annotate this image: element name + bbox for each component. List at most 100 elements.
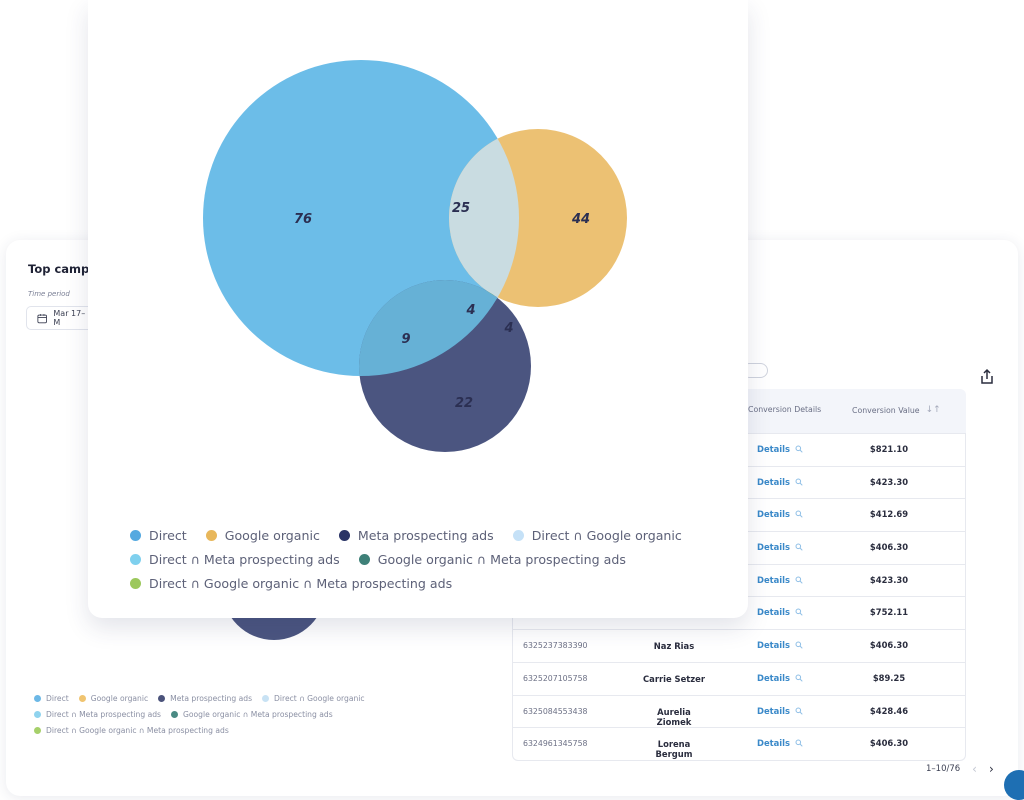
background-legend-item[interactable]: Google organic [78,694,149,703]
details-link-label: Details [757,705,791,716]
legend-label: Direct ∩ Google organic [531,528,682,543]
pagination: 1–10/76 ‹ › [926,762,994,776]
conversion-id: 6325084553438 [523,706,588,716]
conversion-value: $423.30 [869,574,909,585]
background-legend-row: Direct ∩ Google organic ∩ Meta prospecti… [34,726,414,735]
count-direct-meta: 9 [401,332,410,347]
customer-name: Aurelia Ziomek [656,706,692,727]
legend-label: Meta prospecting ads [170,694,253,703]
magnifier-icon [795,543,803,551]
details-link[interactable]: Details [757,673,803,683]
legend-label: Direct ∩ Meta prospecting ads [46,710,161,719]
legend-swatch [338,530,350,541]
venn-legend-item[interactable]: Google organic [205,528,320,543]
conversion-value: $412.69 [869,509,909,520]
conversion-value: $406.30 [869,542,909,553]
legend-swatch [34,695,41,702]
background-legend-item[interactable]: Direct ∩ Google organic [262,694,365,703]
next-page-icon[interactable]: › [988,762,994,776]
magnifier-icon [795,707,803,715]
venn-legend-row: Direct ∩ Meta prospecting ads Google orga… [130,552,682,567]
date-range-picker[interactable]: Mar 17–M [26,306,90,330]
legend-swatch [158,695,166,702]
details-link-label: Details [757,444,791,454]
legend-swatch [358,554,370,565]
background-legend-item[interactable]: Meta prospecting ads [158,694,252,703]
conversion-id: 6325237383390 [523,641,588,651]
background-venn-legend: Direct Google organic Meta prospecting ads… [34,694,414,742]
table-row: 6325207105758 Carrie Setzer $89.25 Details [513,661,965,695]
background-legend-item[interactable]: Direct ∩ Google organic ∩ Meta prospecti… [34,726,229,735]
legend-label: Direct ∩ Google organic ∩ Meta prospecti… [149,576,453,591]
background-legend-item[interactable]: Direct ∩ Meta prospecting ads [34,710,161,719]
venn-legend-item[interactable]: Direct ∩ Meta prospecting ads [130,552,340,567]
details-link-label: Details [757,672,791,683]
details-link[interactable]: Details [757,477,803,487]
details-link[interactable]: Details [757,542,803,552]
venn-legend: Direct Google organic Meta prospecting ads… [130,528,682,600]
chat-support-button[interactable] [1004,770,1024,800]
legend-swatch [78,695,86,702]
date-range-value: Mar 17–M [53,309,86,327]
header-conversion-details: Conversion Details [748,405,822,414]
export-icon[interactable] [978,368,996,386]
time-period-label: Time period [28,290,70,298]
legend-label: Google organic ∩ Meta prospecting ads [377,552,626,567]
magnifier-icon [795,510,803,519]
details-link[interactable]: Details [757,509,803,519]
details-link[interactable]: Details [757,607,803,617]
count-all: 4 [465,303,475,318]
legend-swatch [130,578,141,589]
conversion-value: $406.30 [869,640,909,651]
sort-icon[interactable]: ↓↑ [925,405,941,415]
details-link[interactable]: Details [757,706,803,716]
venn-direct-google [449,129,519,307]
details-link-label: Details [757,640,791,651]
prev-page-icon[interactable]: ‹ [972,762,977,776]
details-link-label: Details [757,574,791,585]
count-direct: 76 [294,212,312,227]
count-google-meta: 4 [503,321,513,336]
legend-swatch [34,727,41,734]
legend-label: Direct ∩ Google organic ∩ Meta prospecti… [46,726,229,735]
calendar-icon [37,313,47,323]
details-link[interactable]: Details [757,640,803,650]
legend-label: Direct [46,694,69,703]
legend-swatch [171,711,178,718]
venn-legend-item[interactable]: Direct ∩ Google organic ∩ Meta prospecti… [130,576,452,591]
venn-diagram: 76 25 44 4 4 9 22 [203,60,627,452]
legend-label: Direct [149,528,187,543]
details-link-label: Details [757,607,791,618]
magnifier-icon [795,445,803,453]
customer-name: Naz Rias [653,641,695,652]
venn-legend-item[interactable]: Direct [130,528,187,543]
venn-popup-card: 76 25 44 4 4 9 22 Direct Google organic Me… [88,0,748,618]
legend-swatch [205,530,217,541]
conversion-value: $821.10 [869,444,909,454]
background-legend-row: Direct ∩ Meta prospecting ads Google orga… [34,710,414,719]
details-link-label: Details [757,542,791,553]
count-meta: 22 [455,396,473,411]
card-title: Top campa [28,262,98,276]
table-row: 6324961345758 Lorena Bergum $406.30 Details [513,727,965,760]
venn-legend-item[interactable]: Meta prospecting ads [338,528,494,543]
legend-swatch [34,711,41,718]
header-conversion-value[interactable]: Conversion Value ↓↑ [852,405,941,415]
details-link[interactable]: Details [757,444,803,454]
conversion-value: $89.25 [872,672,906,683]
count-direct-google: 25 [452,201,470,216]
table-row: 6325084553438 Aurelia Ziomek $428.46 Detail… [513,694,965,728]
background-legend-row: Direct Google organic Meta prospecting ads… [34,694,414,703]
magnifier-icon [795,478,803,486]
legend-label: Google organic [90,694,149,703]
legend-label: Google organic [224,528,320,543]
conversion-value: $423.30 [869,476,909,487]
venn-legend-item[interactable]: Direct ∩ Google organic [512,528,682,543]
details-link[interactable]: Details [757,575,803,585]
background-legend-item[interactable]: Direct [34,694,69,703]
venn-legend-item[interactable]: Google organic ∩ Meta prospecting ads [358,552,626,567]
background-legend-item[interactable]: Google organic ∩ Meta prospecting ads [171,710,333,719]
view-toggle[interactable] [742,363,768,378]
details-link[interactable]: Details [757,738,803,748]
conversion-value: $752.11 [869,607,909,618]
